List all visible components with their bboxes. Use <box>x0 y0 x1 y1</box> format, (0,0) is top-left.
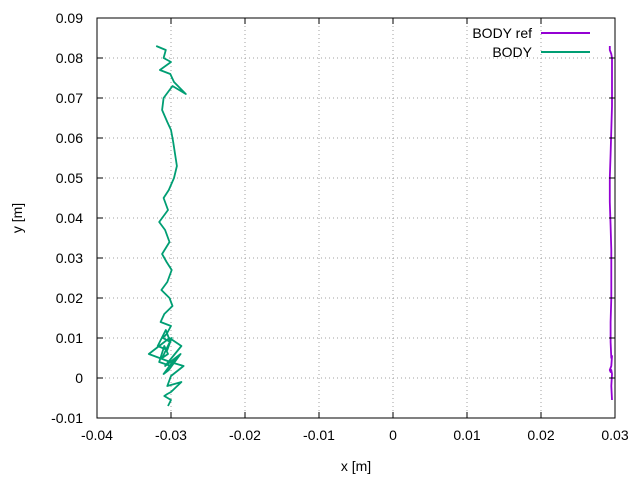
y-tick-label: 0.03 <box>56 250 83 266</box>
x-tick-label: 0.01 <box>453 427 480 443</box>
series-line-body <box>147 45 187 407</box>
y-axis-title: y [m] <box>9 203 25 233</box>
legend: BODY ref BODY <box>472 25 590 60</box>
series-layer <box>147 45 613 407</box>
x-tick-label: 0 <box>389 427 397 443</box>
y-tick-label: 0.04 <box>56 210 83 226</box>
x-tick-label: 0.02 <box>527 427 554 443</box>
legend-label: BODY ref <box>472 25 532 41</box>
x-tick-label: 0.03 <box>601 427 628 443</box>
series-line-body-ref <box>608 46 613 401</box>
axis-ticks: -0.04 -0.03 -0.02 -0.01 0 0.01 0.02 0.03 -0.01 0 0… <box>51 10 629 443</box>
legend-label: BODY <box>492 44 532 60</box>
y-tick-label: 0.08 <box>56 50 83 66</box>
grid-lines <box>97 18 615 418</box>
y-tick-label: 0.05 <box>56 170 83 186</box>
x-axis-title: x [m] <box>341 458 371 474</box>
x-tick-label: -0.02 <box>229 427 261 443</box>
x-tick-label: -0.03 <box>155 427 187 443</box>
y-tick-label: -0.01 <box>51 410 83 426</box>
y-tick-label: 0.07 <box>56 90 83 106</box>
y-tick-label: 0 <box>75 370 83 386</box>
y-tick-label: 0.01 <box>56 330 83 346</box>
y-tick-label: 0.02 <box>56 290 83 306</box>
x-tick-label: -0.04 <box>81 427 113 443</box>
y-tick-label: 0.09 <box>56 10 83 26</box>
x-tick-label: -0.01 <box>303 427 335 443</box>
y-tick-label: 0.06 <box>56 130 83 146</box>
